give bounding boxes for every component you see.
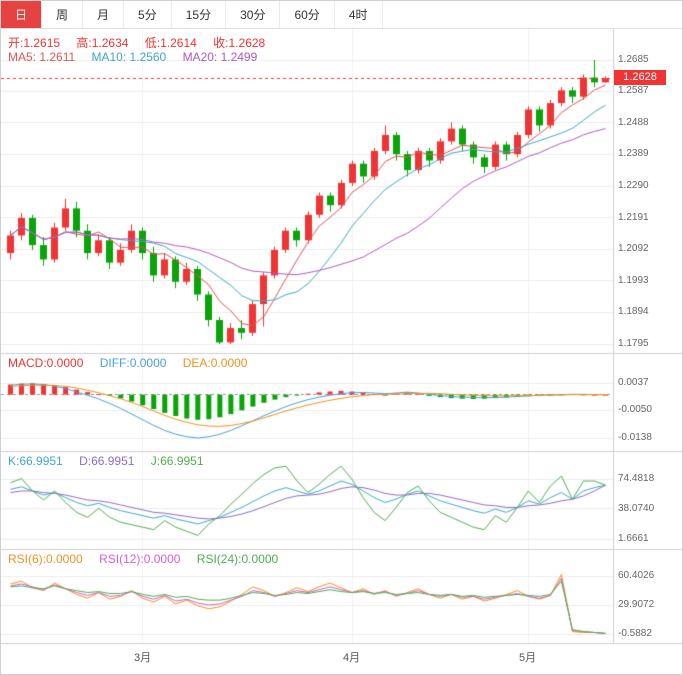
diff-value: DIFF:0.0000 [99, 356, 167, 370]
rsi-axis-label: 29.9072 [618, 599, 655, 610]
x-axis-label-april: 4月 [343, 652, 361, 664]
ma5-value: MA5: 1.2611 [8, 50, 76, 64]
kdj-legend: K:66.9951 D:66.9951 J:66.9951 [8, 454, 217, 468]
tab-5min[interactable]: 5分 [124, 1, 172, 28]
macd-value: MACD:0.0000 [8, 356, 84, 370]
open-value: 开:1.2615 [8, 36, 61, 50]
rsi6-value: RSI(6):0.0000 [8, 552, 83, 566]
current-price-badge: 1.2628 [614, 70, 666, 85]
k-value: K:66.9951 [8, 454, 63, 468]
tab-4hour[interactable]: 4时 [335, 1, 383, 28]
tab-15min[interactable]: 15分 [172, 1, 227, 28]
price-axis-label: 1.1795 [618, 338, 649, 349]
low-value: 低:1.2614 [144, 36, 197, 50]
kdj-axis-label: 1.6661 [618, 533, 649, 544]
dea-value: DEA:0.0000 [182, 356, 248, 370]
macd-axis-label: -0.0050 [618, 404, 652, 415]
tab-week[interactable]: 周 [42, 1, 84, 28]
ma10-value: MA10: 1.2560 [91, 50, 167, 64]
rsi24-value: RSI(24):0.0000 [196, 552, 279, 566]
price-axis-label: 1.1993 [618, 275, 649, 286]
rsi-axis-label: -0.5882 [618, 628, 652, 639]
ma-legend: MA5: 1.2611 MA10: 1.2560 MA20: 1.2499 [8, 50, 270, 64]
j-value: J:66.9951 [150, 454, 204, 468]
tab-day[interactable]: 日 [1, 1, 43, 28]
tab-month[interactable]: 月 [83, 1, 125, 28]
high-value: 高:1.2634 [76, 36, 129, 50]
price-axis-label: 1.2587 [618, 85, 649, 96]
rsi12-value: RSI(12):0.0000 [99, 552, 181, 566]
tab-30min[interactable]: 30分 [226, 1, 281, 28]
d-value: D:66.9951 [79, 454, 135, 468]
kdj-axis-label: 74.4818 [618, 473, 655, 484]
x-axis-label-march: 3月 [134, 652, 152, 664]
rsi-legend: RSI(6):0.0000 RSI(12):0.0000 RSI(24):0.0… [8, 552, 291, 566]
macd-axis-label: 0.0037 [618, 377, 649, 388]
price-axis-label: 1.2488 [618, 117, 649, 128]
tab-60min[interactable]: 60分 [280, 1, 335, 28]
close-value: 收:1.2628 [213, 36, 266, 50]
price-axis-label: 1.2389 [618, 148, 649, 159]
macd-axis-label: -0.0138 [618, 432, 652, 443]
price-axis-label: 1.2092 [618, 243, 649, 254]
price-axis-label: 1.2191 [618, 212, 649, 223]
macd-legend: MACD:0.0000 DIFF:0.0000 DEA:0.0000 [8, 356, 260, 370]
rsi-axis-label: 60.4026 [618, 570, 655, 581]
x-axis-label-may: 5月 [519, 652, 537, 664]
price-axis-label: 1.1894 [618, 306, 649, 317]
ohlc-legend: 开:1.2615 高:1.2634 低:1.2614 收:1.2628 [8, 34, 278, 51]
kdj-axis-label: 38.0740 [618, 503, 655, 514]
ma20-value: MA20: 1.2499 [182, 50, 258, 64]
price-axis-label: 1.2290 [618, 180, 649, 191]
price-axis-label: 1.2685 [618, 54, 649, 65]
period-toolbar: 日 周 月 5分 15分 30分 60分 4时 [1, 1, 682, 29]
